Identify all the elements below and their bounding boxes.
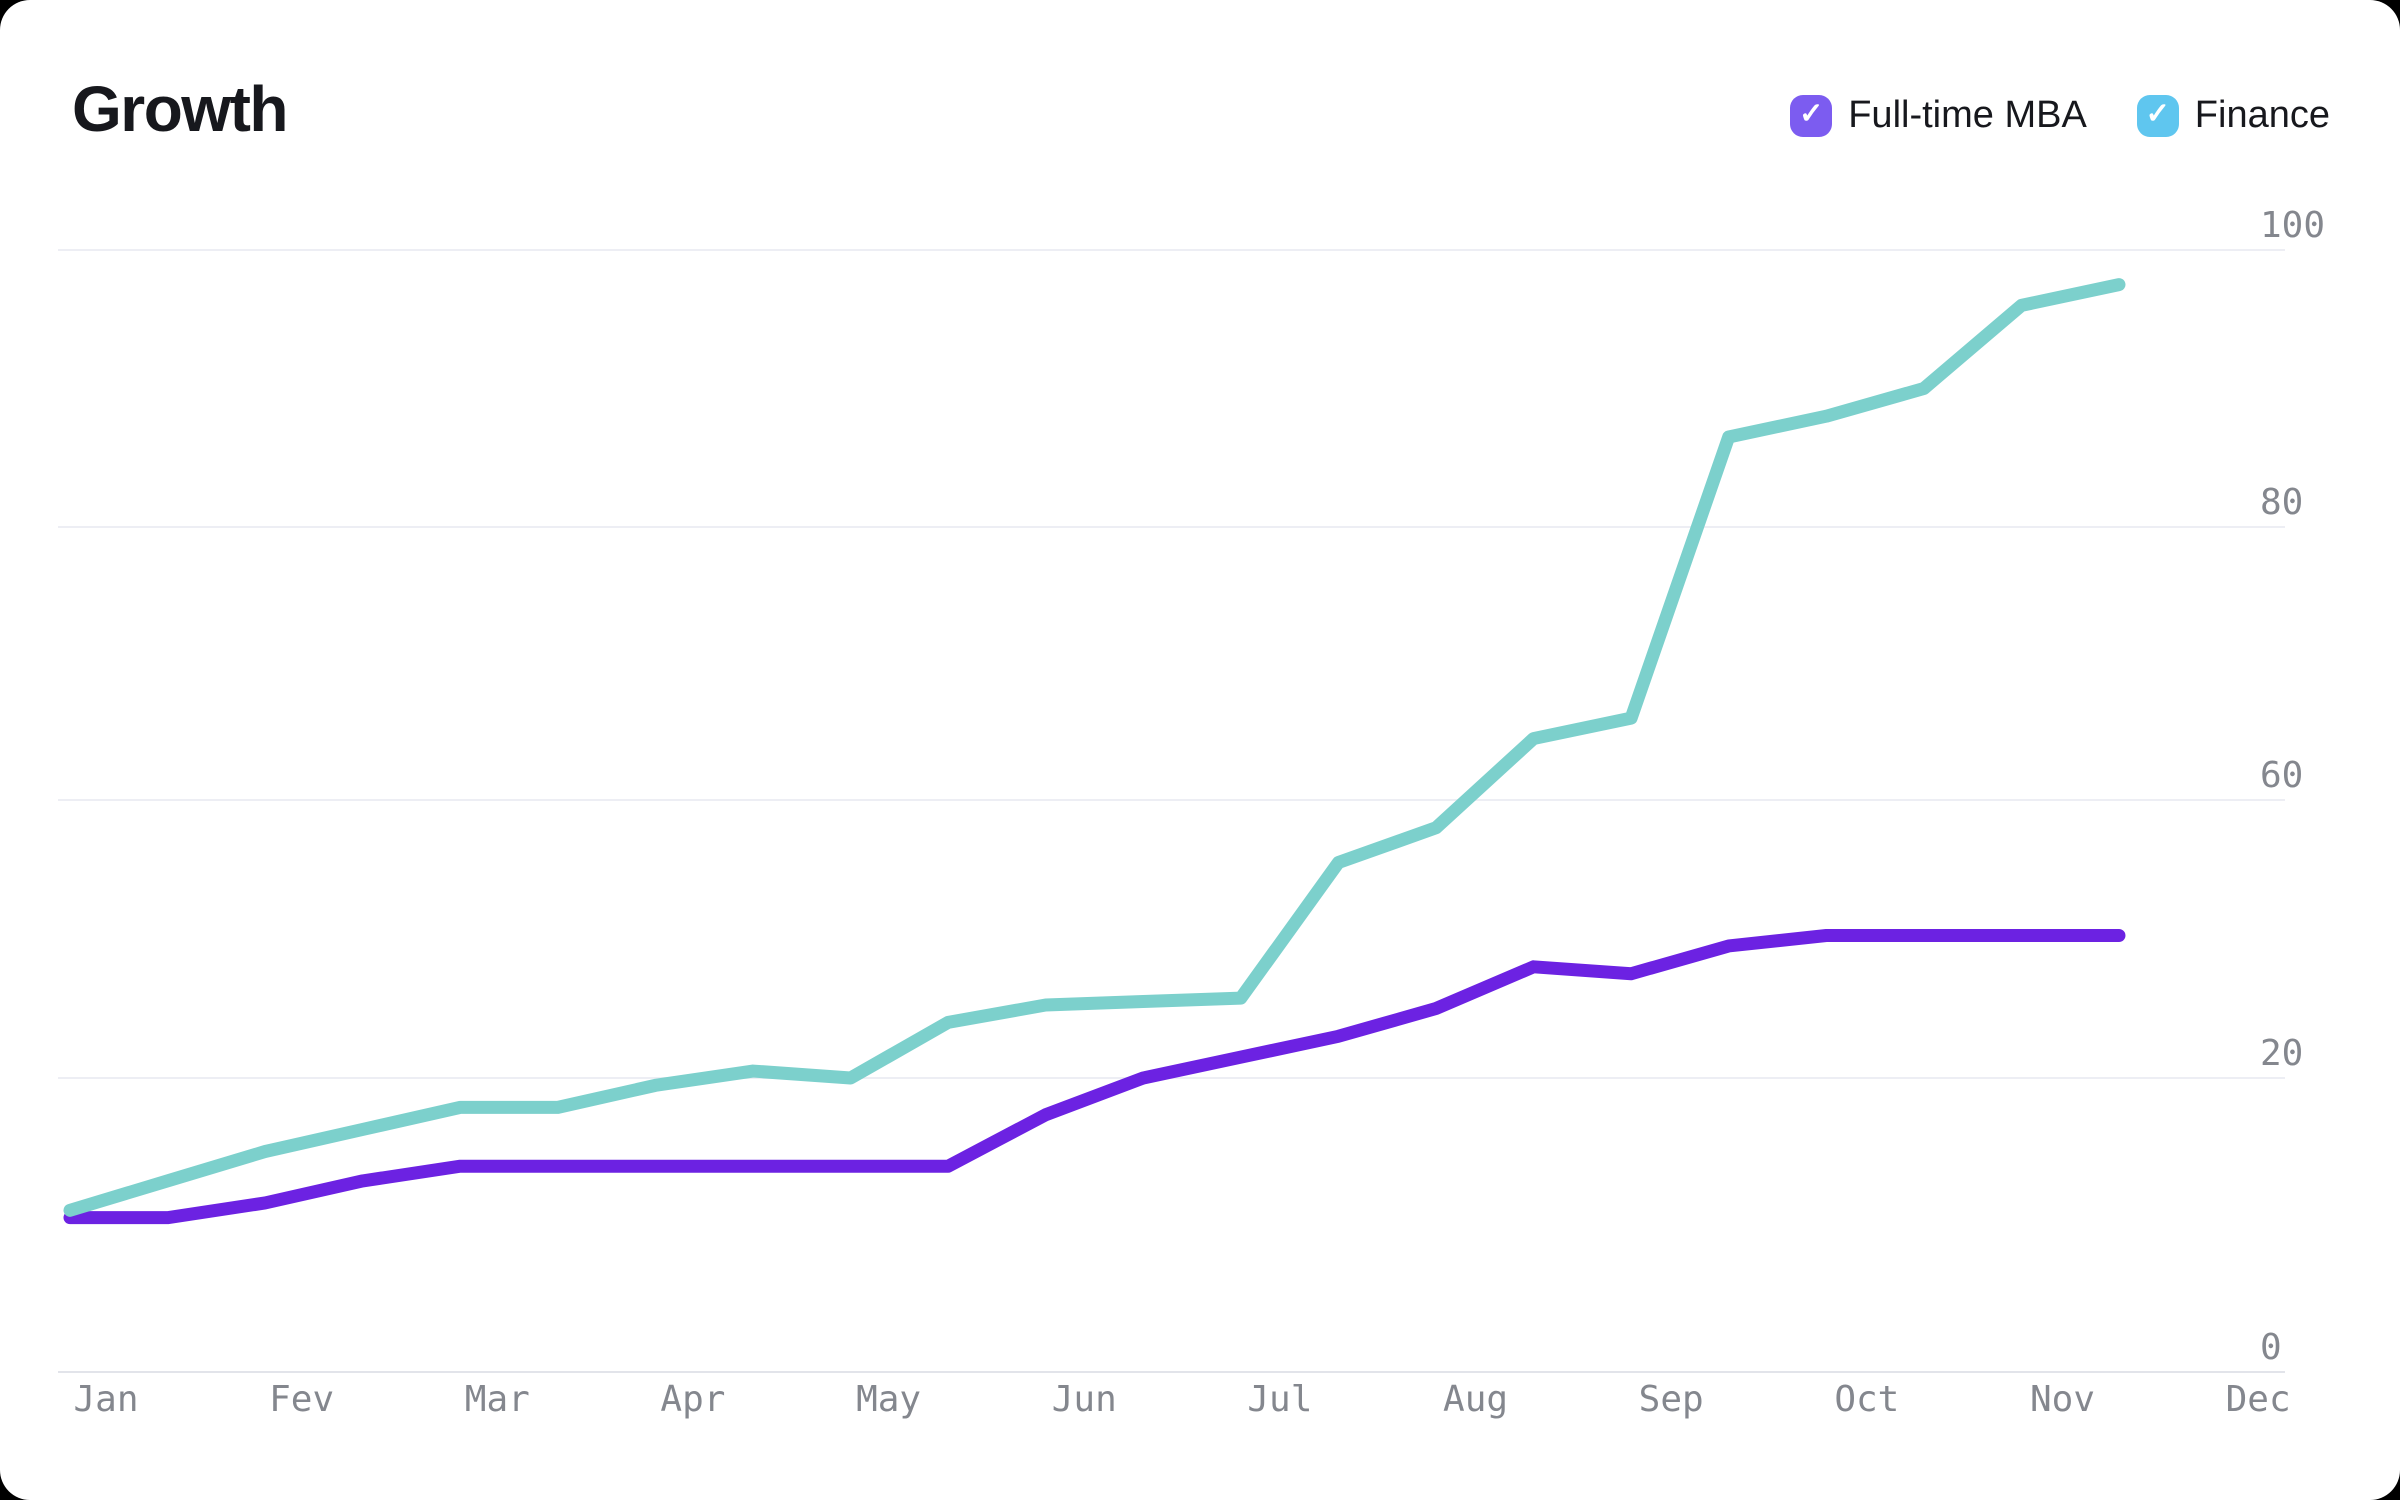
- y-tick-label: 100: [2260, 205, 2326, 246]
- y-tick-label: 60: [2260, 755, 2304, 796]
- checkbox-finance[interactable]: ✓: [2136, 94, 2179, 137]
- x-tick-label: Oct: [1834, 1379, 1900, 1420]
- x-tick-label: Dec: [2225, 1379, 2291, 1420]
- finance-line: [63, 278, 2126, 1217]
- y-tick-label: 20: [2260, 1033, 2304, 1074]
- full-time-mba-line: [63, 929, 2126, 1225]
- x-tick-label: Apr: [660, 1379, 726, 1420]
- legend-item-finance[interactable]: ✓ Finance: [2136, 94, 2330, 137]
- page-title: Growth: [72, 73, 288, 145]
- legend-label-full-time-mba: Full-time MBA: [1848, 94, 2087, 136]
- legend-label-finance: Finance: [2194, 94, 2330, 136]
- y-tick-label: 0: [2260, 1327, 2282, 1368]
- checkmark-icon: ✓: [2145, 98, 2170, 130]
- x-tick-label: Jul: [1247, 1379, 1313, 1420]
- x-tick-label: Jan: [73, 1379, 139, 1420]
- y-tick-label: 80: [2260, 482, 2304, 523]
- checkmark-icon: ✓: [1799, 98, 1824, 130]
- legend-item-full-time-mba[interactable]: ✓ Full-time MBA: [1790, 94, 2087, 137]
- x-tick-label: Sep: [1638, 1379, 1704, 1420]
- x-tick-label: Nov: [2029, 1379, 2096, 1420]
- checkbox-full-time-mba[interactable]: ✓: [1790, 94, 1833, 137]
- x-tick-label: Fev: [269, 1379, 335, 1420]
- x-tick-label: Jun: [1051, 1379, 1117, 1420]
- x-tick-label: Mar: [464, 1379, 530, 1420]
- x-tick-label: Aug: [1443, 1379, 1509, 1420]
- legend: ✓ Full-time MBA ✓ Finance: [1790, 94, 2330, 137]
- x-tick-label: May: [856, 1379, 922, 1420]
